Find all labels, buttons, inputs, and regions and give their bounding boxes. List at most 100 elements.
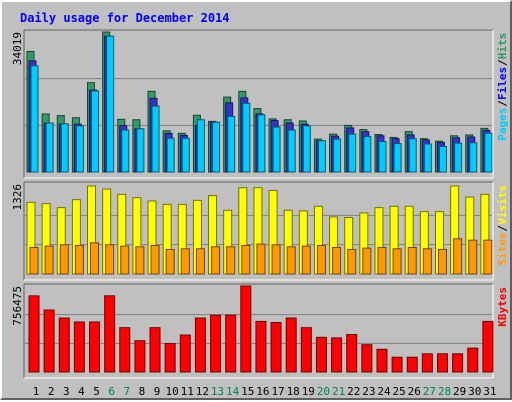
bar-hits-pages-day-19 xyxy=(302,125,311,173)
bar-visits-sites-day-16 xyxy=(256,243,266,275)
x-tick-label-day-18: 18 xyxy=(287,385,300,398)
bar-hits-pages-day-13 xyxy=(212,121,221,173)
x-tick-label-day-22: 22 xyxy=(347,385,360,398)
x-tick-label-day-6: 6 xyxy=(108,385,115,398)
bar-kbytes-kbytes-day-21 xyxy=(331,337,343,373)
bar-hits-pages-day-8 xyxy=(136,128,145,173)
bar-visits-sites-day-18 xyxy=(286,246,296,275)
panel-hits-ymax-label: 34019 xyxy=(11,32,24,65)
x-tick-label-day-7: 7 xyxy=(123,385,130,398)
bar-hits-pages-day-27 xyxy=(423,143,432,173)
x-tick-label-day-14: 14 xyxy=(226,385,240,398)
bar-hits-pages-day-20 xyxy=(317,140,326,173)
x-tick-label-day-10: 10 xyxy=(166,385,179,398)
bar-kbytes-kbytes-day-24 xyxy=(376,348,388,373)
bar-kbytes-kbytes-day-18 xyxy=(285,317,297,373)
legend-separator: / xyxy=(496,225,509,232)
bar-kbytes-kbytes-day-31 xyxy=(482,320,494,373)
bar-visits-sites-day-11 xyxy=(180,248,190,275)
bar-hits-pages-day-6 xyxy=(106,35,115,173)
bar-kbytes-kbytes-day-23 xyxy=(361,344,373,373)
bar-kbytes-kbytes-day-28 xyxy=(436,353,448,373)
bar-visits-sites-day-23 xyxy=(362,247,372,275)
x-tick-label-day-5: 5 xyxy=(93,385,100,398)
bar-kbytes-kbytes-day-9 xyxy=(149,327,161,373)
bar-visits-sites-day-17 xyxy=(271,244,281,275)
bar-kbytes-kbytes-day-12 xyxy=(194,317,206,373)
x-tick-label-day-24: 24 xyxy=(377,385,391,398)
bar-visits-sites-day-8 xyxy=(135,246,145,275)
x-tick-label-day-17: 17 xyxy=(271,385,284,398)
bar-visits-sites-day-24 xyxy=(377,246,387,275)
bar-hits-pages-day-3 xyxy=(60,123,69,173)
bar-kbytes-kbytes-day-3 xyxy=(58,317,70,373)
bar-kbytes-kbytes-day-1 xyxy=(28,295,40,373)
x-tick-label-day-1: 1 xyxy=(33,385,40,398)
bar-visits-sites-day-21 xyxy=(332,246,342,275)
x-tick-label-day-9: 9 xyxy=(154,385,161,398)
bar-hits-pages-day-2 xyxy=(45,122,54,173)
bar-kbytes-kbytes-day-17 xyxy=(270,322,282,373)
bar-visits-sites-day-10 xyxy=(165,248,175,275)
bar-visits-sites-day-12 xyxy=(195,248,205,275)
bar-visits-sites-day-4 xyxy=(74,244,84,275)
x-tick-label-day-19: 19 xyxy=(302,385,315,398)
bar-hits-pages-day-31 xyxy=(484,132,493,173)
x-tick-label-day-3: 3 xyxy=(63,385,70,398)
x-tick-label-day-16: 16 xyxy=(256,385,269,398)
x-tick-label-day-25: 25 xyxy=(392,385,405,398)
x-tick-label-day-21: 21 xyxy=(332,385,345,398)
bar-visits-sites-day-30 xyxy=(468,239,478,275)
bar-kbytes-kbytes-day-15 xyxy=(240,285,252,373)
legend-hits: Hits xyxy=(496,33,509,60)
bar-kbytes-kbytes-day-14 xyxy=(225,314,237,373)
bar-hits-pages-day-25 xyxy=(393,143,402,173)
bar-visits-sites-day-22 xyxy=(347,248,357,275)
bar-visits-sites-day-15 xyxy=(241,244,251,275)
x-tick-label-day-8: 8 xyxy=(139,385,146,398)
bar-hits-pages-day-29 xyxy=(454,142,463,173)
bar-hits-pages-day-21 xyxy=(333,138,342,173)
bar-visits-sites-day-1 xyxy=(29,246,39,275)
bar-kbytes-kbytes-day-22 xyxy=(346,333,358,373)
bar-kbytes-kbytes-day-27 xyxy=(421,353,433,373)
bar-hits-pages-day-16 xyxy=(257,114,266,173)
bar-kbytes-kbytes-day-30 xyxy=(467,347,479,373)
bar-hits-pages-day-18 xyxy=(287,129,296,173)
x-tick-label-day-28: 28 xyxy=(438,385,451,398)
bar-hits-pages-day-30 xyxy=(469,142,478,173)
bar-hits-pages-day-5 xyxy=(91,90,100,173)
panel-kbytes-ymax-label: 756475 xyxy=(11,286,24,326)
legend-separator: / xyxy=(496,59,509,66)
bar-visits-sites-day-6 xyxy=(105,244,115,275)
bar-hits-pages-day-10 xyxy=(166,137,175,173)
bar-hits-pages-day-15 xyxy=(242,102,251,173)
bar-kbytes-kbytes-day-6 xyxy=(104,295,116,373)
bar-visits-sites-day-20 xyxy=(316,244,326,275)
bar-kbytes-kbytes-day-8 xyxy=(134,340,146,373)
bar-hits-pages-day-4 xyxy=(75,125,84,173)
x-tick-label-day-26: 26 xyxy=(408,385,421,398)
x-tick-label-day-31: 31 xyxy=(483,385,496,398)
legend-kbytes: KBytes xyxy=(496,287,509,327)
x-tick-label-day-11: 11 xyxy=(181,385,194,398)
legend-visits: Visits xyxy=(496,185,509,225)
x-tick-label-day-23: 23 xyxy=(362,385,375,398)
bar-visits-sites-day-14 xyxy=(226,246,236,275)
legend-files: Files xyxy=(496,67,509,100)
bar-hits-pages-day-7 xyxy=(121,129,130,173)
x-tick-label-day-12: 12 xyxy=(196,385,209,398)
x-tick-label-day-20: 20 xyxy=(317,385,330,398)
bar-kbytes-kbytes-day-7 xyxy=(119,327,131,373)
bar-kbytes-kbytes-day-25 xyxy=(391,356,403,373)
bar-kbytes-kbytes-day-4 xyxy=(73,321,85,373)
bar-kbytes-kbytes-day-20 xyxy=(315,336,327,373)
legend-sites: Sites xyxy=(496,232,509,265)
bar-visits-sites-day-13 xyxy=(211,246,221,275)
bar-kbytes-kbytes-day-26 xyxy=(406,356,418,373)
bar-hits-pages-day-28 xyxy=(438,145,447,173)
bar-visits-sites-day-25 xyxy=(392,248,402,275)
x-tick-label-day-13: 13 xyxy=(211,385,224,398)
